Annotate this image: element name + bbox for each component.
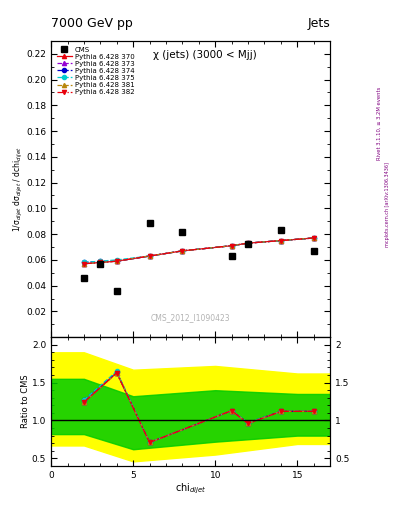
Pythia 6.428 374 xyxy=(82,260,86,266)
CMS xyxy=(147,220,152,226)
Pythia 6.428 374 xyxy=(311,235,316,241)
Text: χ (jets) (3000 < Mjj): χ (jets) (3000 < Mjj) xyxy=(153,50,256,60)
Pythia 6.428 373 xyxy=(98,260,103,266)
Line: Pythia 6.428 375: Pythia 6.428 375 xyxy=(82,236,316,265)
Pythia 6.428 373 xyxy=(279,238,283,244)
Pythia 6.428 373 xyxy=(311,235,316,241)
CMS xyxy=(311,248,316,254)
Y-axis label: 1/σ$_{dijet}$ dσ$_{dijet}$ / dchi$_{dijet}$: 1/σ$_{dijet}$ dσ$_{dijet}$ / dchi$_{dije… xyxy=(12,146,25,232)
Pythia 6.428 373 xyxy=(246,240,250,246)
Pythia 6.428 375 xyxy=(229,243,234,249)
Text: Jets: Jets xyxy=(307,16,330,30)
Legend: CMS, Pythia 6.428 370, Pythia 6.428 373, Pythia 6.428 374, Pythia 6.428 375, Pyt: CMS, Pythia 6.428 370, Pythia 6.428 373,… xyxy=(55,45,136,97)
Pythia 6.428 370 xyxy=(82,261,86,267)
Text: 7000 GeV pp: 7000 GeV pp xyxy=(51,16,133,30)
Pythia 6.428 375 xyxy=(279,238,283,244)
Pythia 6.428 375 xyxy=(180,248,185,254)
Y-axis label: Ratio to CMS: Ratio to CMS xyxy=(22,375,31,429)
Text: CMS_2012_I1090423: CMS_2012_I1090423 xyxy=(151,313,230,323)
Pythia 6.428 381 xyxy=(98,260,103,266)
Pythia 6.428 381 xyxy=(147,253,152,259)
Pythia 6.428 373 xyxy=(114,258,119,264)
CMS xyxy=(82,275,86,281)
Pythia 6.428 373 xyxy=(82,261,86,267)
Pythia 6.428 374 xyxy=(229,243,234,249)
Pythia 6.428 370 xyxy=(147,253,152,259)
Pythia 6.428 374 xyxy=(147,253,152,259)
X-axis label: chi$_{dijet}$: chi$_{dijet}$ xyxy=(175,481,206,496)
Pythia 6.428 381 xyxy=(311,235,316,241)
Pythia 6.428 375 xyxy=(311,235,316,241)
Pythia 6.428 375 xyxy=(114,257,119,263)
Pythia 6.428 382 xyxy=(311,235,316,241)
Pythia 6.428 374 xyxy=(180,248,185,254)
Pythia 6.428 370 xyxy=(246,240,250,246)
Pythia 6.428 370 xyxy=(311,235,316,241)
Pythia 6.428 381 xyxy=(114,258,119,264)
Pythia 6.428 374 xyxy=(98,258,103,264)
Pythia 6.428 373 xyxy=(229,243,234,249)
CMS xyxy=(98,261,103,267)
Line: Pythia 6.428 370: Pythia 6.428 370 xyxy=(82,236,316,266)
Pythia 6.428 374 xyxy=(114,258,119,264)
Pythia 6.428 382 xyxy=(82,261,86,267)
Pythia 6.428 373 xyxy=(147,253,152,259)
Pythia 6.428 381 xyxy=(229,243,234,249)
Pythia 6.428 370 xyxy=(180,248,185,254)
Pythia 6.428 382 xyxy=(229,243,234,249)
Pythia 6.428 374 xyxy=(246,240,250,246)
Pythia 6.428 382 xyxy=(147,253,152,259)
Pythia 6.428 381 xyxy=(82,261,86,267)
CMS xyxy=(114,288,119,294)
Pythia 6.428 375 xyxy=(246,240,250,246)
Line: Pythia 6.428 374: Pythia 6.428 374 xyxy=(82,236,316,265)
Line: Pythia 6.428 382: Pythia 6.428 382 xyxy=(82,236,316,266)
Pythia 6.428 370 xyxy=(98,260,103,266)
Pythia 6.428 382 xyxy=(98,260,103,266)
Pythia 6.428 382 xyxy=(114,258,119,264)
CMS xyxy=(279,227,283,233)
Pythia 6.428 382 xyxy=(180,248,185,254)
Pythia 6.428 381 xyxy=(180,248,185,254)
Pythia 6.428 375 xyxy=(147,253,152,259)
Pythia 6.428 370 xyxy=(279,238,283,244)
Line: Pythia 6.428 381: Pythia 6.428 381 xyxy=(82,236,316,266)
CMS xyxy=(180,228,185,234)
Text: mcplots.cern.ch [arXiv:1306.3436]: mcplots.cern.ch [arXiv:1306.3436] xyxy=(385,162,389,247)
Pythia 6.428 370 xyxy=(229,243,234,249)
Line: Pythia 6.428 373: Pythia 6.428 373 xyxy=(82,236,316,266)
Pythia 6.428 381 xyxy=(279,238,283,244)
Pythia 6.428 375 xyxy=(82,260,86,266)
CMS xyxy=(229,253,234,259)
Pythia 6.428 375 xyxy=(98,258,103,264)
Pythia 6.428 374 xyxy=(279,238,283,244)
Pythia 6.428 373 xyxy=(180,248,185,254)
Pythia 6.428 382 xyxy=(279,238,283,244)
Pythia 6.428 382 xyxy=(246,240,250,246)
Text: Rivet 3.1.10, ≥ 3.2M events: Rivet 3.1.10, ≥ 3.2M events xyxy=(377,86,382,160)
Line: CMS: CMS xyxy=(81,220,316,293)
Pythia 6.428 381 xyxy=(246,240,250,246)
Pythia 6.428 370 xyxy=(114,258,119,264)
CMS xyxy=(246,241,250,247)
